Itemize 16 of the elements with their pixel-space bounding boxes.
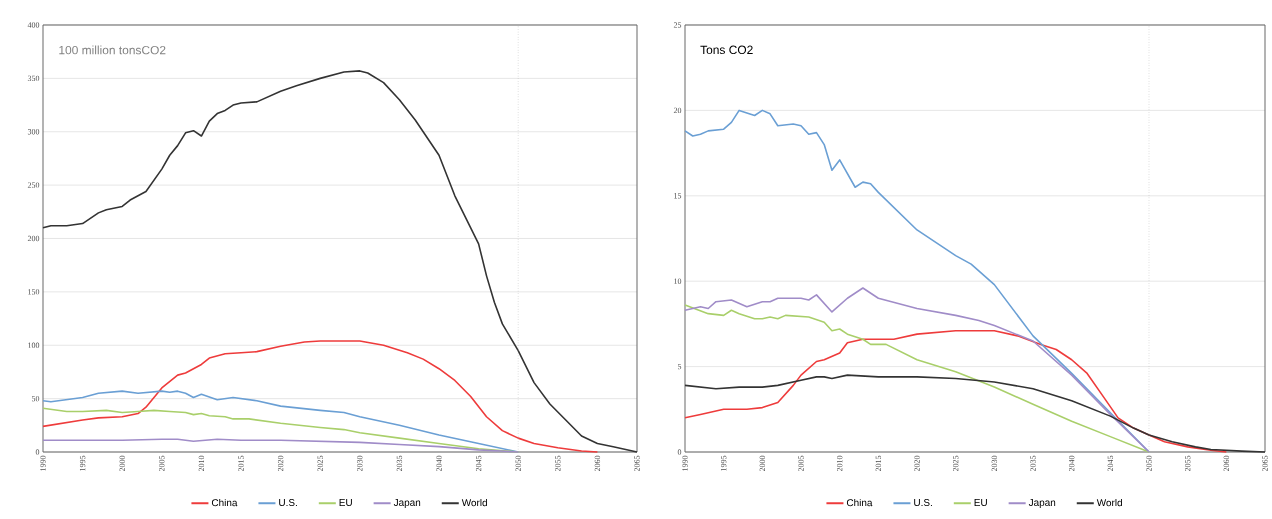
legend-label: Japan — [1028, 499, 1056, 508]
line-series — [684, 374, 1266, 453]
legend-label: U.S. — [279, 499, 297, 507]
legend-label: U.S. — [914, 499, 932, 507]
legend-label: EU — [339, 499, 352, 507]
legend-label: China — [846, 498, 873, 507]
line-series — [684, 329, 1228, 453]
line-series — [42, 340, 599, 453]
legend-label: EU — [974, 499, 987, 507]
line-series — [42, 70, 638, 453]
annotation: 100 million tonsCO2 — [59, 45, 166, 55]
legend-label: World — [1096, 498, 1122, 507]
legend-label: World — [461, 498, 487, 507]
legend-label: Japan — [393, 499, 421, 508]
legend-label: China — [211, 498, 238, 507]
annotation: Tons CO2 — [700, 45, 753, 55]
